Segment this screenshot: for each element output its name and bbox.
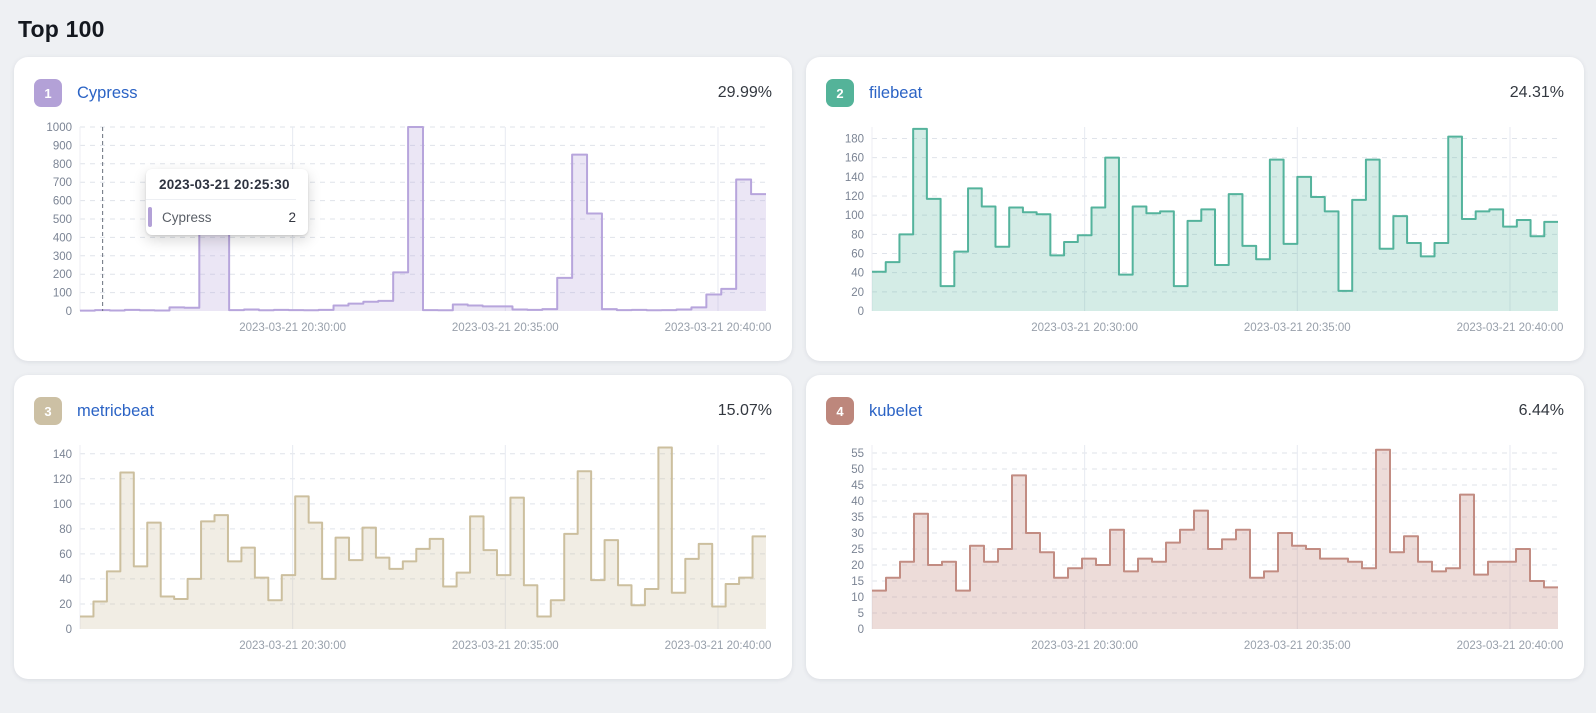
svg-text:160: 160	[845, 153, 864, 165]
tooltip-timestamp: 2023-03-21 20:25:30	[159, 177, 290, 192]
svg-text:35: 35	[851, 512, 864, 524]
series-link-filebeat[interactable]: filebeat	[869, 83, 923, 102]
svg-text:40: 40	[851, 496, 864, 508]
tooltip-divider	[146, 199, 296, 200]
svg-text:2023-03-21 20:30:00: 2023-03-21 20:30:00	[1031, 322, 1138, 334]
svg-text:180: 180	[845, 134, 864, 146]
svg-text:140: 140	[53, 449, 72, 461]
chart-canvas: 0 20 40 60 80 100 120 140 2023-03-21 20:30:00 202…	[53, 445, 772, 652]
svg-text:100: 100	[845, 210, 864, 222]
svg-text:0: 0	[858, 624, 864, 636]
percent-value: 29.99%	[717, 84, 772, 101]
svg-text:20: 20	[851, 560, 864, 572]
tooltip-row: Cypress 2	[146, 207, 296, 227]
svg-text:50: 50	[851, 464, 864, 476]
svg-text:40: 40	[59, 574, 72, 586]
rank-badge: 1	[34, 79, 62, 107]
cards-grid: 1 Cypress 29.99% 0 100 200 300 400 500 600 700 8…	[14, 57, 1584, 679]
percent-value: 24.31%	[1509, 84, 1564, 101]
svg-text:2023-03-21 20:40:00: 2023-03-21 20:40:00	[1457, 322, 1564, 334]
card-header: 4 kubelet 6.44%	[826, 395, 1564, 427]
series-link-cypress[interactable]: Cypress	[77, 83, 138, 102]
tooltip-series-value: 2	[288, 209, 296, 225]
svg-text:10: 10	[851, 592, 864, 604]
svg-text:60: 60	[59, 549, 72, 561]
svg-text:100: 100	[53, 288, 72, 300]
svg-text:2023-03-21 20:30:00: 2023-03-21 20:30:00	[239, 322, 346, 334]
rank-badge: 2	[826, 79, 854, 107]
svg-text:25: 25	[851, 544, 864, 556]
svg-text:120: 120	[845, 191, 864, 203]
svg-text:300: 300	[53, 251, 72, 263]
svg-text:120: 120	[53, 474, 72, 486]
svg-text:5: 5	[858, 608, 864, 620]
chart-canvas: 0 5 10 15 20 25 30 35 40 45 50 55 2023-03-21 20:30:0…	[851, 445, 1564, 652]
svg-text:20: 20	[59, 599, 72, 611]
chart-tooltip: 2023-03-21 20:25:30 Cypress 2	[146, 169, 308, 235]
area-chart-kubelet[interactable]: 0 5 10 15 20 25 30 35 40 45 50 55 2023-03-21 20:30:0…	[826, 439, 1564, 657]
series-link-kubelet[interactable]: kubelet	[869, 401, 923, 420]
svg-text:800: 800	[53, 159, 72, 171]
svg-text:30: 30	[851, 528, 864, 540]
percent-value: 15.07%	[717, 402, 772, 419]
card-header: 1 Cypress 29.99%	[34, 77, 772, 109]
chart-canvas: 0 20 40 60 80 100 120 140 160 180 2023-03-21 20:30…	[845, 127, 1564, 334]
card-kubelet: 4 kubelet 6.44% 0 5 10 15 20 25 30 35 40 45 50 55 20…	[806, 375, 1584, 679]
svg-text:2023-03-21 20:30:00: 2023-03-21 20:30:00	[239, 640, 346, 652]
card-metricbeat: 3 metricbeat 15.07% 0 20 40 60 80 100 120 140 20…	[14, 375, 792, 679]
chart-canvas: 0 100 200 300 400 500 600 700 800 900 1000 2023-03-…	[46, 122, 772, 334]
area-chart-cypress[interactable]: 0 100 200 300 400 500 600 700 800 900 1000 2023-03-…	[34, 121, 772, 339]
svg-text:700: 700	[53, 177, 72, 189]
svg-text:0: 0	[858, 306, 864, 318]
svg-text:80: 80	[59, 524, 72, 536]
tooltip-series-name: Cypress	[162, 209, 212, 225]
svg-text:2023-03-21 20:30:00: 2023-03-21 20:30:00	[1031, 640, 1138, 652]
svg-text:200: 200	[53, 269, 72, 281]
rank-badge: 3	[34, 397, 62, 425]
card-header: 3 metricbeat 15.07%	[34, 395, 772, 427]
card-cypress: 1 Cypress 29.99% 0 100 200 300 400 500 600 700 8…	[14, 57, 792, 361]
rank-badge: 4	[826, 397, 854, 425]
svg-text:1000: 1000	[46, 122, 72, 134]
svg-text:2023-03-21 20:35:00: 2023-03-21 20:35:00	[452, 640, 559, 652]
svg-text:45: 45	[851, 480, 864, 492]
svg-text:600: 600	[53, 196, 72, 208]
svg-text:400: 400	[53, 232, 72, 244]
svg-text:2023-03-21 20:35:00: 2023-03-21 20:35:00	[1244, 322, 1351, 334]
svg-text:500: 500	[53, 214, 72, 226]
svg-text:2023-03-21 20:40:00: 2023-03-21 20:40:00	[1457, 640, 1564, 652]
percent-value: 6.44%	[1518, 402, 1564, 419]
page-title: Top 100	[18, 16, 105, 42]
svg-text:2023-03-21 20:40:00: 2023-03-21 20:40:00	[665, 640, 772, 652]
svg-text:20: 20	[851, 287, 864, 299]
area-chart-metricbeat[interactable]: 0 20 40 60 80 100 120 140 2023-03-21 20:30:00 202…	[34, 439, 772, 657]
svg-text:2023-03-21 20:35:00: 2023-03-21 20:35:00	[452, 322, 559, 334]
svg-text:2023-03-21 20:35:00: 2023-03-21 20:35:00	[1244, 640, 1351, 652]
area-chart-filebeat[interactable]: 0 20 40 60 80 100 120 140 160 180 2023-03-21 20:30…	[826, 121, 1564, 339]
svg-text:15: 15	[851, 576, 864, 588]
svg-text:0: 0	[66, 624, 72, 636]
svg-text:40: 40	[851, 268, 864, 280]
card-filebeat: 2 filebeat 24.31% 0 20 40 60 80 100 120 140 160 1…	[806, 57, 1584, 361]
svg-text:55: 55	[851, 448, 864, 460]
card-header: 2 filebeat 24.31%	[826, 77, 1564, 109]
svg-text:0: 0	[66, 306, 72, 318]
svg-text:100: 100	[53, 499, 72, 511]
svg-text:2023-03-21 20:40:00: 2023-03-21 20:40:00	[665, 322, 772, 334]
svg-text:140: 140	[845, 172, 864, 184]
svg-text:80: 80	[851, 229, 864, 241]
tooltip-series-color-bar	[148, 207, 152, 227]
svg-text:900: 900	[53, 140, 72, 152]
series-link-metricbeat[interactable]: metricbeat	[77, 401, 155, 420]
svg-text:60: 60	[851, 249, 864, 261]
